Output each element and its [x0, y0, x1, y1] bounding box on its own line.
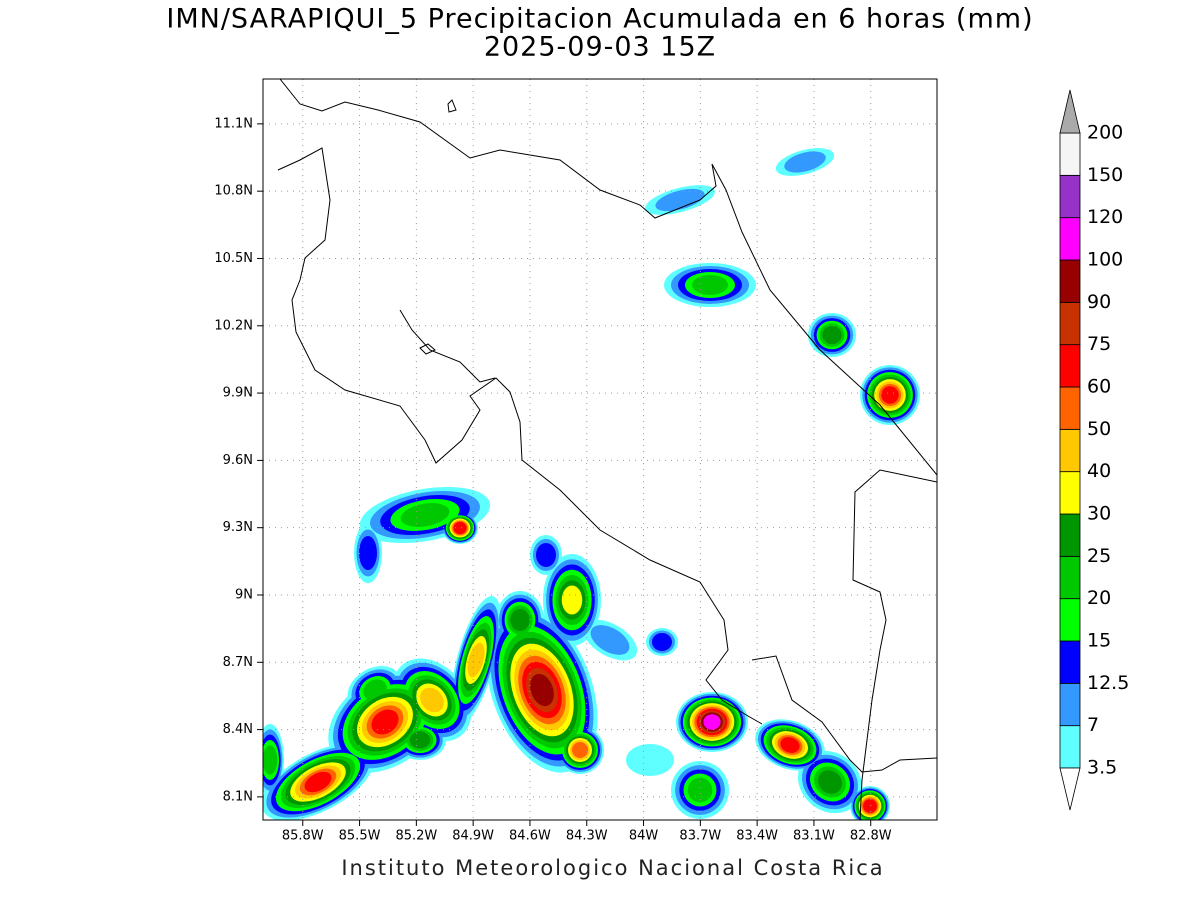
- x-tick-label: 85.5W: [339, 829, 381, 844]
- colorbar: 3.5 7 12.5 15 20 25 30 40 50 60 75 90 100 120 150 200: [1059, 89, 1129, 811]
- precip-area: [822, 325, 842, 345]
- grid: [257, 79, 937, 826]
- colorbar-label: 25: [1087, 545, 1111, 567]
- colorbar-band: [1059, 471, 1081, 515]
- map-title: IMN/SARAPIQUI_5 Precipitacion Acumulada …: [166, 4, 1033, 35]
- colorbar-band: [1059, 132, 1081, 176]
- colorbar-over: [1059, 89, 1081, 134]
- precip-area: [400, 503, 450, 527]
- precip-area: [863, 799, 877, 813]
- precip-area: [692, 275, 728, 295]
- colorbar-band: [1059, 301, 1081, 346]
- precip-area: [780, 737, 800, 753]
- colorbar-band: [1059, 428, 1081, 473]
- precip-area: [687, 777, 713, 803]
- precip-area: [881, 386, 899, 404]
- colorbar-band: [1059, 386, 1081, 430]
- precipitation-field: [263, 148, 920, 820]
- colorbar-label: 200: [1087, 122, 1123, 144]
- precip-area: [510, 608, 530, 632]
- colorbar-band: [1059, 513, 1081, 557]
- y-tick-label: 8.1N: [223, 789, 253, 804]
- x-tick-label: 83.1W: [793, 829, 835, 844]
- colorbar-label: 75: [1087, 333, 1111, 355]
- colorbar-band: [1059, 259, 1081, 303]
- coastlines: [277, 79, 937, 820]
- precip-area: [652, 633, 672, 651]
- y-tick-label: 9N: [235, 587, 253, 602]
- colorbar-label: 3.5: [1087, 757, 1117, 779]
- y-tick-label: 11.1N: [214, 116, 253, 131]
- y-tick-label: 9.9N: [223, 386, 253, 401]
- precip-area: [784, 151, 826, 173]
- coastline-nicoya: [399, 309, 496, 383]
- y-tick-label: 9.3N: [223, 520, 253, 535]
- colorbar-band: [1059, 344, 1081, 388]
- colorbar-band: [1059, 682, 1081, 727]
- colorbar-label: 20: [1087, 587, 1111, 609]
- x-tick-label: 83.4W: [736, 829, 778, 844]
- footer: Instituto Meteorologico Nacional Costa R…: [341, 856, 884, 880]
- colorbar-band: [1059, 217, 1081, 261]
- colorbar-label: 90: [1087, 291, 1111, 313]
- precip-area: [467, 642, 485, 678]
- colorbar-label: 12.5: [1087, 672, 1129, 694]
- coastline-north: [279, 79, 937, 476]
- colorbar-label: 150: [1087, 164, 1123, 186]
- x-tick-label: 85.2W: [395, 829, 437, 844]
- colorbar-label: 40: [1087, 460, 1111, 482]
- colorbar-band: [1059, 725, 1081, 769]
- x-tick-label: 84W: [629, 829, 659, 844]
- precip-area: [626, 744, 674, 776]
- precip-area: [703, 714, 721, 730]
- colorbar-under: [1059, 767, 1081, 811]
- map-frame: [262, 78, 938, 821]
- island: [419, 343, 436, 355]
- y-tick-label: 9.6N: [223, 453, 253, 468]
- y-tick-label: 10.2N: [214, 318, 253, 333]
- precip-area: [561, 585, 583, 615]
- coastline-osa: [751, 655, 937, 773]
- y-tick-label: 10.8N: [214, 184, 253, 199]
- colorbar-band: [1059, 640, 1081, 684]
- precip-area: [590, 625, 630, 655]
- y-tick-label: 10.5N: [214, 251, 253, 266]
- colorbar-label: 15: [1087, 630, 1111, 652]
- precip-area: [817, 770, 843, 794]
- colorbar-label: 50: [1087, 418, 1111, 440]
- border-panama: [852, 469, 937, 820]
- y-tick-label: 8.7N: [223, 655, 253, 670]
- colorbar-label: 60: [1087, 376, 1111, 398]
- colorbar-label: 100: [1087, 249, 1123, 271]
- colorbar-band: [1059, 555, 1081, 600]
- x-tick-label: 85.8W: [282, 829, 324, 844]
- precip-area: [359, 536, 377, 570]
- precip-area: [655, 188, 705, 212]
- x-tick-label: 83.7W: [679, 829, 721, 844]
- island: [447, 99, 457, 113]
- precip-area: [572, 742, 588, 758]
- x-tick-label: 84.3W: [566, 829, 608, 844]
- precip-area: [536, 543, 556, 567]
- colorbar-band: [1059, 174, 1081, 219]
- colorbar-label: 120: [1087, 206, 1123, 228]
- colorbar-label: 7: [1087, 714, 1099, 736]
- precip-area: [530, 673, 554, 707]
- precip-area: [304, 771, 332, 793]
- precip-area: [371, 709, 399, 735]
- precip-area: [409, 731, 431, 749]
- x-tick-label: 84.9W: [452, 829, 494, 844]
- precip-area: [453, 521, 467, 535]
- map-subtitle: 2025-09-03 15Z: [484, 32, 716, 63]
- x-tick-label: 84.6W: [509, 829, 551, 844]
- precip-area: [420, 687, 444, 713]
- precip-area: [263, 745, 278, 775]
- colorbar-band: [1059, 598, 1081, 642]
- y-tick-label: 8.4N: [223, 722, 253, 737]
- colorbar-label: 30: [1087, 503, 1111, 525]
- coastline-pacific: [277, 147, 763, 725]
- x-tick-label: 82.8W: [850, 829, 892, 844]
